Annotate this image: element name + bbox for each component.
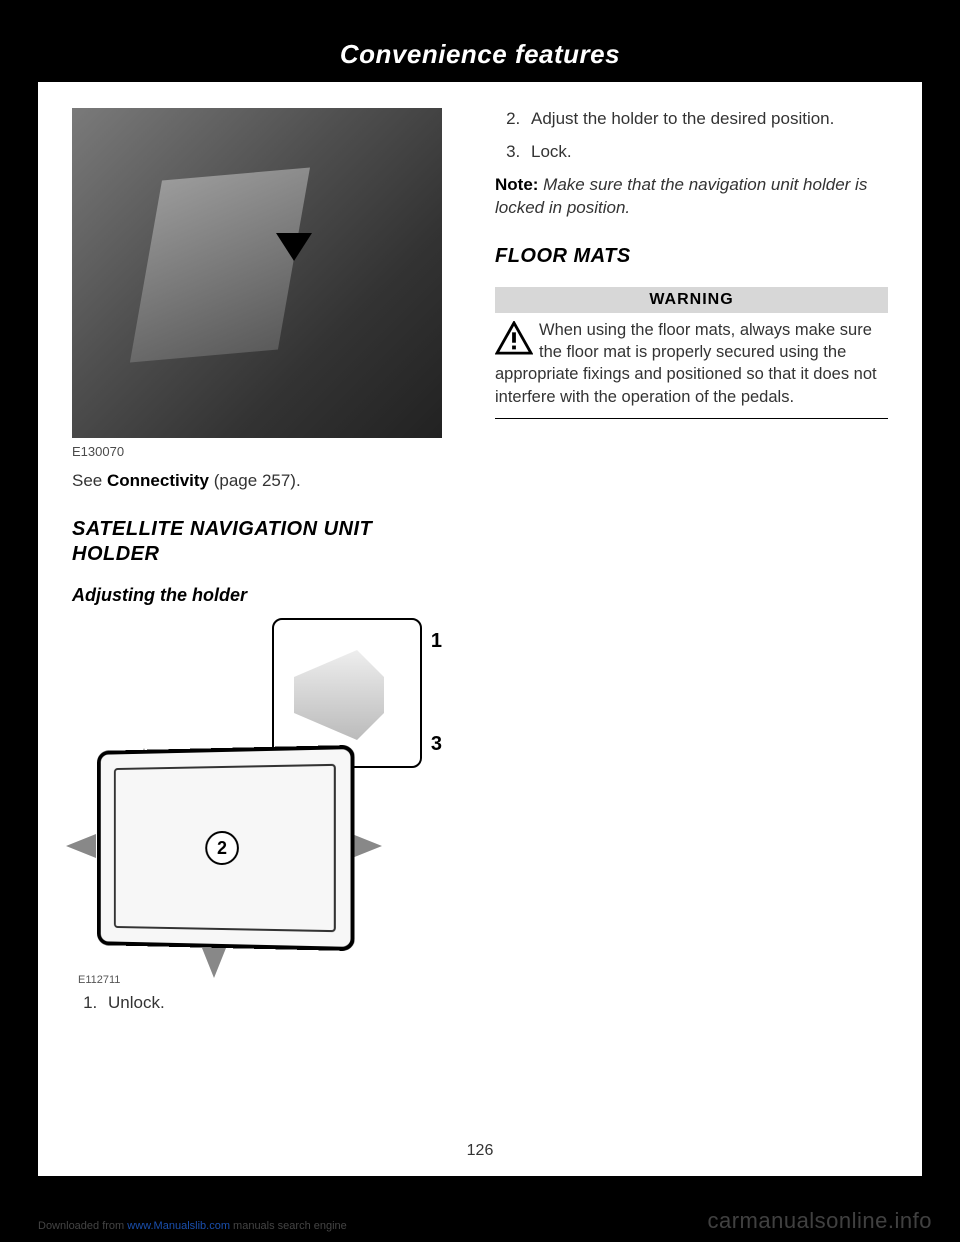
subheading-adjusting-holder: Adjusting the holder (72, 585, 465, 606)
figure-id-e130070: E130070 (72, 444, 465, 459)
page-number: 126 (38, 1142, 922, 1160)
step-1: Unlock. (102, 992, 465, 1015)
download-footer: Downloaded from www.Manualslib.com manua… (38, 1220, 347, 1232)
adjust-arrow-left-icon (66, 834, 96, 858)
steps-list-right: Adjust the holder to the desired positio… (495, 108, 888, 164)
callout-label-3: 3 (431, 733, 442, 756)
step-3: Lock. (525, 141, 888, 164)
footer-post: manuals search engine (230, 1220, 347, 1232)
figure-usb-storage (72, 108, 442, 438)
see-prefix: See (72, 471, 107, 490)
section-heading-satnav-holder: SATELLITE NAVIGATION UNIT HOLDER (72, 517, 465, 567)
see-link-text: Connectivity (107, 471, 209, 490)
manual-page: Convenience features E130070 See Connect… (38, 26, 922, 1176)
warning-triangle-icon (495, 321, 533, 355)
steps-list-left: Unlock. (72, 992, 465, 1015)
figure-holder-adjust: 1 3 2 E112711 (72, 618, 442, 988)
right-column: Adjust the holder to the desired positio… (495, 108, 888, 1025)
warning-body: When using the floor mats, always make s… (495, 319, 888, 419)
footer-pre: Downloaded from (38, 1220, 127, 1232)
adjust-arrow-right-icon (352, 834, 382, 858)
step-2: Adjust the holder to the desired positio… (525, 108, 888, 131)
left-column: E130070 See Connectivity (page 257). SAT… (72, 108, 465, 1025)
nav-screen-outline: 2 (97, 745, 355, 951)
warning-text: When using the floor mats, always make s… (495, 321, 877, 406)
note-label: Note: (495, 175, 538, 194)
insert-arrow-icon (276, 233, 312, 261)
content-columns: E130070 See Connectivity (page 257). SAT… (38, 82, 922, 1025)
note-line: Note: Make sure that the navigation unit… (495, 174, 888, 220)
callout-label-1: 1 (431, 630, 442, 653)
see-connectivity-line: See Connectivity (page 257). (72, 471, 465, 491)
footer-link[interactable]: www.Manualslib.com (127, 1220, 230, 1232)
figure-id-e112711: E112711 (78, 974, 120, 986)
thumbwheel-icon (294, 650, 384, 740)
see-suffix: (page 257). (209, 471, 301, 490)
watermark-text: carmanualsonline.info (707, 1208, 932, 1234)
section-heading-floor-mats: FLOOR MATS (495, 244, 888, 269)
adjust-arrow-down-icon (202, 948, 226, 978)
warning-header: WARNING (495, 287, 888, 313)
callout-label-2: 2 (205, 831, 239, 865)
page-header-title: Convenience features (340, 39, 620, 70)
header-band: Convenience features (38, 26, 922, 82)
note-text: Make sure that the navigation unit holde… (495, 175, 867, 217)
